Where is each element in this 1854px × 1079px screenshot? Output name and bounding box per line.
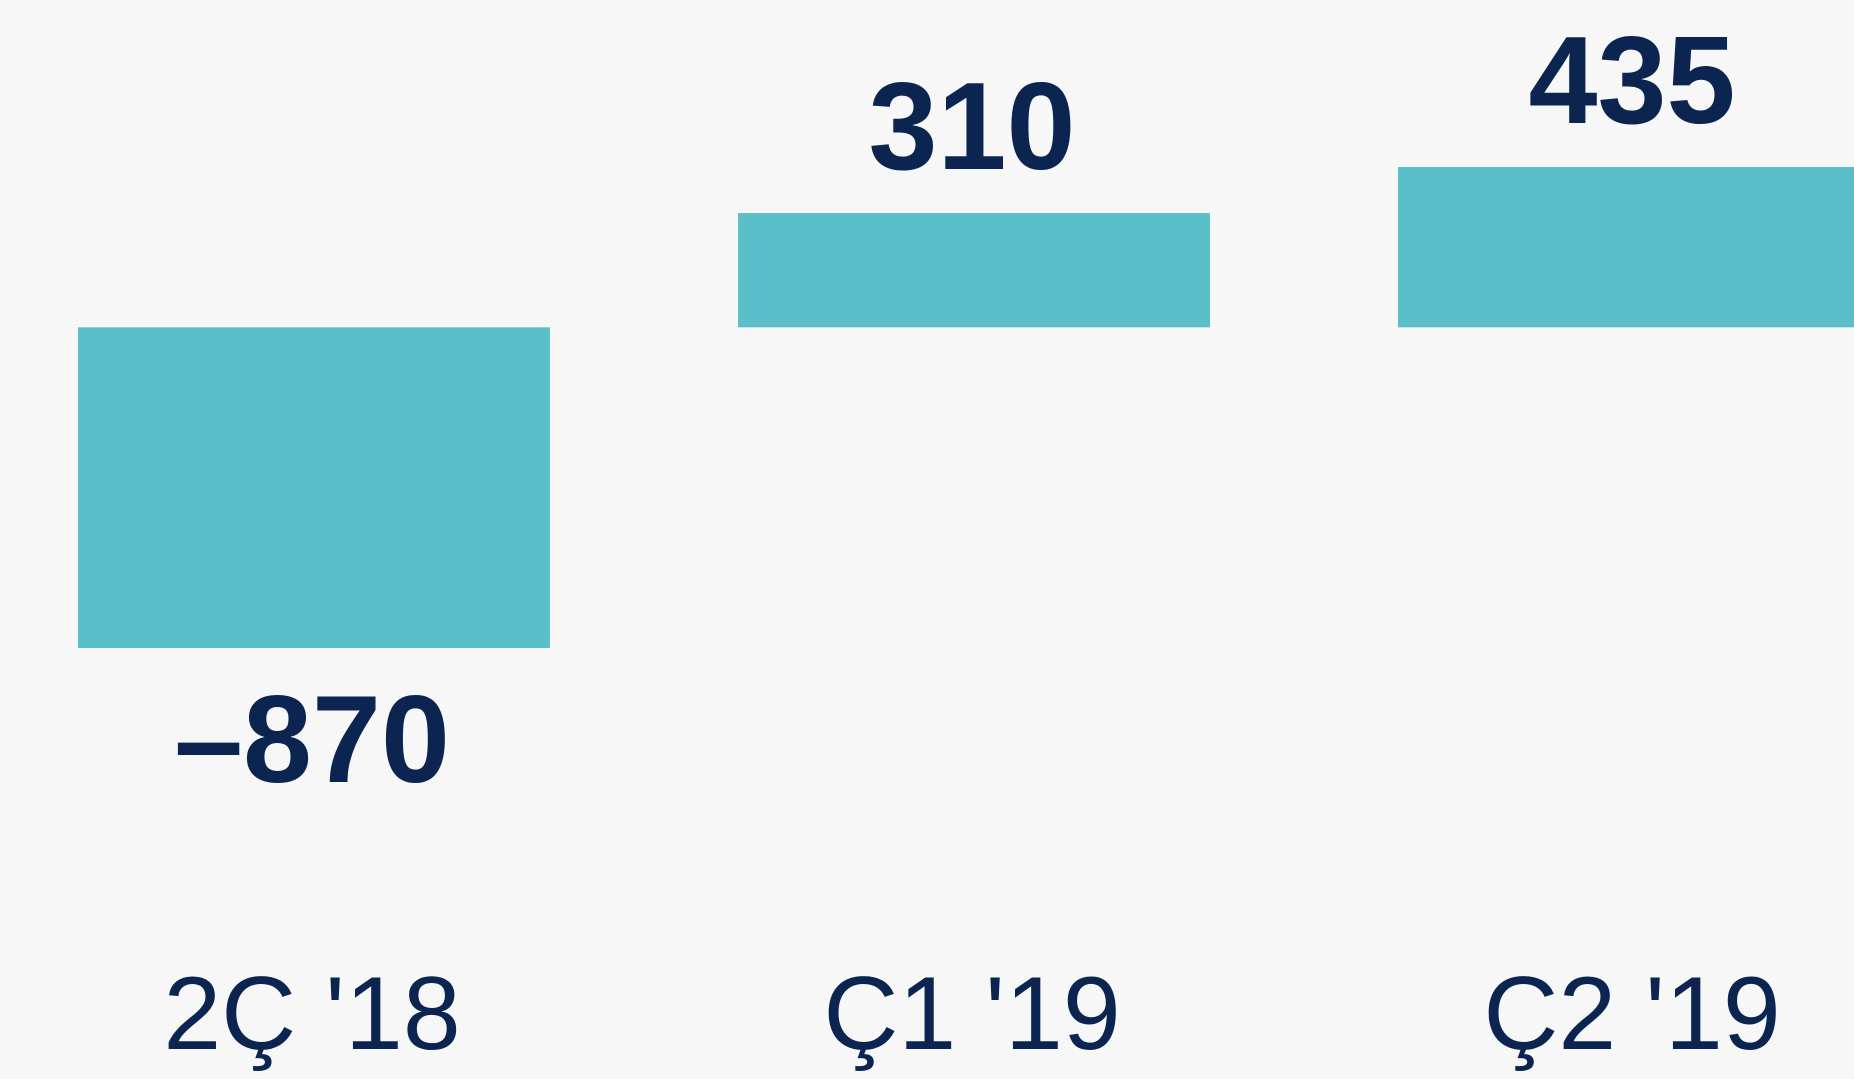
value-label: 435 (1529, 12, 1736, 150)
category-label: Ç2 '19 (1483, 956, 1780, 1072)
category-label: Ç1 '19 (823, 956, 1120, 1072)
category-label: 2Ç '18 (163, 956, 460, 1072)
value-label: –870 (174, 671, 450, 809)
bar (738, 213, 1210, 328)
bar (78, 327, 550, 648)
value-label: 310 (869, 58, 1076, 196)
bar (1398, 167, 1854, 328)
